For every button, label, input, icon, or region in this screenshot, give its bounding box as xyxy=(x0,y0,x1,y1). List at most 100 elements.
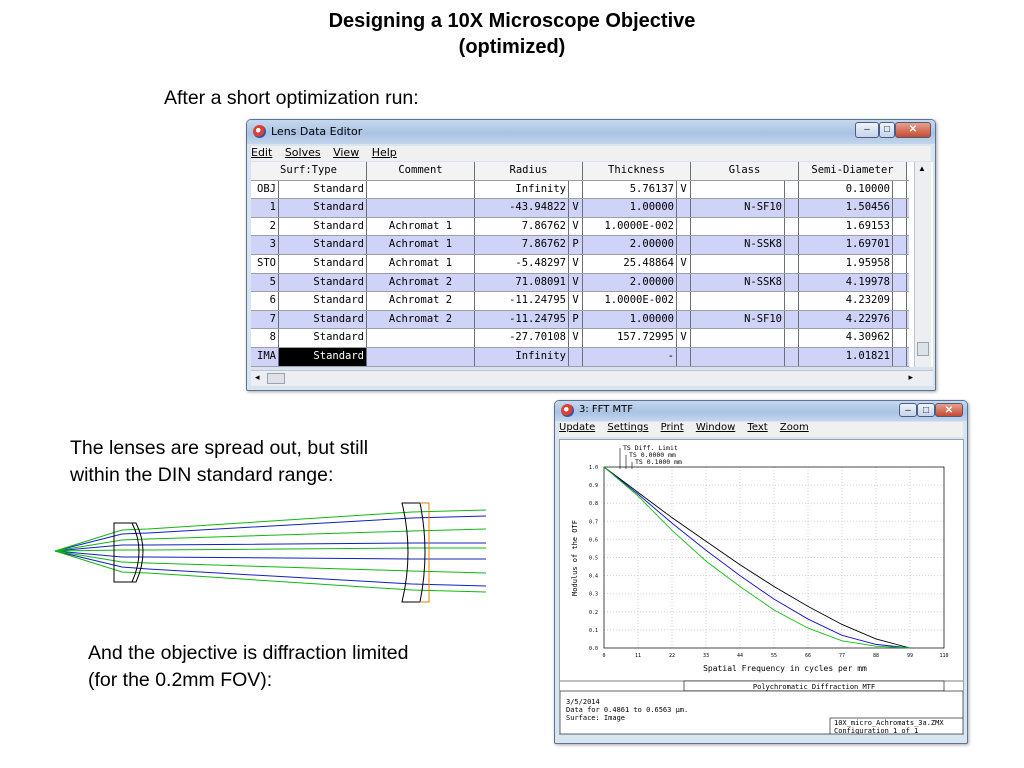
scroll-left-icon[interactable]: ◂ xyxy=(255,372,260,382)
maximize-button[interactable]: □ xyxy=(917,403,935,417)
col-header-semi-diameter[interactable]: Semi-Diameter xyxy=(799,162,907,180)
cell-semi-diameter[interactable]: 1.01821 xyxy=(799,348,893,366)
cell-glass-solve[interactable] xyxy=(785,236,799,254)
cell-comment[interactable]: Achromat 2 xyxy=(367,292,475,310)
lde-vertical-scrollbar[interactable]: ▲ xyxy=(914,162,931,367)
cell-glass[interactable]: N-SF10 xyxy=(691,310,785,329)
cell-thickness[interactable]: 5.76137 xyxy=(583,180,677,199)
cell-glass-solve[interactable] xyxy=(785,273,799,292)
cell-glass[interactable] xyxy=(691,292,785,310)
close-button[interactable]: ✕ xyxy=(895,122,931,138)
cell-glass[interactable] xyxy=(691,255,785,273)
cell-comment[interactable]: Achromat 1 xyxy=(367,255,475,273)
cell-semi-diameter[interactable]: 4.30962 xyxy=(799,329,893,347)
cell-glass[interactable] xyxy=(691,217,785,236)
cell-type[interactable]: Standard xyxy=(279,255,367,273)
col-header-surf-type[interactable]: Surf:Type xyxy=(251,162,367,180)
menu-solves[interactable]: Solves xyxy=(284,146,321,159)
col-header-comment[interactable]: Comment xyxy=(367,162,475,180)
cell-semi-diameter[interactable]: 1.69701 xyxy=(799,236,893,254)
cell-glass[interactable] xyxy=(691,329,785,347)
cell-semi-solve[interactable] xyxy=(893,236,907,254)
cell-radius-solve[interactable]: P xyxy=(569,236,583,254)
cell-semi-diameter[interactable]: 4.22976 xyxy=(799,310,893,329)
cell-radius[interactable]: -5.48297 xyxy=(475,255,569,273)
cell-radius-solve[interactable]: V xyxy=(569,273,583,292)
cell-thickness-solve[interactable] xyxy=(677,292,691,310)
cell-radius-solve[interactable]: V xyxy=(569,217,583,236)
cell-semi-diameter[interactable]: 4.23209 xyxy=(799,292,893,310)
cell-type[interactable]: Standard xyxy=(279,199,367,217)
cell-type[interactable]: Standard xyxy=(279,217,367,236)
cell-radius[interactable]: Infinity xyxy=(475,348,569,366)
cell-type[interactable]: Standard xyxy=(279,273,367,292)
cell-glass-solve[interactable] xyxy=(785,217,799,236)
cell-surface[interactable]: 8 xyxy=(251,329,279,347)
cell-semi-solve[interactable] xyxy=(893,180,907,199)
cell-radius[interactable]: 7.86762 xyxy=(475,236,569,254)
close-button[interactable]: ✕ xyxy=(935,403,963,417)
cell-thickness-solve[interactable] xyxy=(677,217,691,236)
col-header-thickness[interactable]: Thickness xyxy=(583,162,691,180)
cell-type[interactable]: Standard xyxy=(279,236,367,254)
cell-semi-solve[interactable] xyxy=(893,292,907,310)
mtf-title-bar[interactable]: 3: FFT MTF – □ ✕ xyxy=(555,401,967,421)
cell-thickness-solve[interactable]: V xyxy=(677,255,691,273)
cell-radius-solve[interactable]: V xyxy=(569,199,583,217)
cell-thickness-solve[interactable]: V xyxy=(677,329,691,347)
cell-radius[interactable]: -11.24795 xyxy=(475,310,569,329)
cell-semi-solve[interactable] xyxy=(893,329,907,347)
minimize-button[interactable]: – xyxy=(855,122,879,138)
cell-glass-solve[interactable] xyxy=(785,348,799,366)
cell-glass[interactable]: N-SSK8 xyxy=(691,273,785,292)
cell-surface[interactable]: 1 xyxy=(251,199,279,217)
cell-semi-solve[interactable] xyxy=(893,310,907,329)
cell-thickness[interactable]: 2.00000 xyxy=(583,236,677,254)
cell-radius[interactable]: -43.94822 xyxy=(475,199,569,217)
cell-comment[interactable] xyxy=(367,199,475,217)
cell-comment[interactable] xyxy=(367,329,475,347)
cell-surface[interactable]: IMA xyxy=(251,348,279,366)
cell-thickness[interactable]: 1.0000E-002 xyxy=(583,217,677,236)
menu-view[interactable]: View xyxy=(333,146,360,159)
cell-glass-solve[interactable] xyxy=(785,310,799,329)
menu-print[interactable]: Print xyxy=(660,422,684,433)
cell-radius[interactable]: -11.24795 xyxy=(475,292,569,310)
cell-semi-diameter[interactable]: 4.19978 xyxy=(799,273,893,292)
cell-type[interactable]: Standard xyxy=(279,348,367,366)
hscroll-thumb[interactable] xyxy=(267,373,285,384)
cell-radius[interactable]: 71.08091 xyxy=(475,273,569,292)
cell-semi-solve[interactable] xyxy=(893,217,907,236)
cell-type[interactable]: Standard xyxy=(279,310,367,329)
cell-thickness[interactable]: 1.00000 xyxy=(583,199,677,217)
cell-comment[interactable]: Achromat 2 xyxy=(367,310,475,329)
cell-thickness-solve[interactable] xyxy=(677,310,691,329)
scroll-up-icon[interactable]: ▲ xyxy=(918,164,926,173)
cell-thickness-solve[interactable]: V xyxy=(677,180,691,199)
cell-semi-solve[interactable] xyxy=(893,273,907,292)
cell-surface[interactable]: 5 xyxy=(251,273,279,292)
cell-radius[interactable]: 7.86762 xyxy=(475,217,569,236)
cell-comment[interactable] xyxy=(367,180,475,199)
cell-glass[interactable]: N-SF10 xyxy=(691,199,785,217)
cell-surface[interactable]: STO xyxy=(251,255,279,273)
cell-type[interactable]: Standard xyxy=(279,180,367,199)
cell-type[interactable]: Standard xyxy=(279,329,367,347)
cell-semi-diameter[interactable]: 1.69153 xyxy=(799,217,893,236)
cell-radius-solve[interactable]: V xyxy=(569,292,583,310)
cell-glass-solve[interactable] xyxy=(785,292,799,310)
cell-surface[interactable]: 2 xyxy=(251,217,279,236)
cell-surface[interactable]: 3 xyxy=(251,236,279,254)
col-header-glass[interactable]: Glass xyxy=(691,162,799,180)
menu-update[interactable]: Update xyxy=(559,422,596,433)
cell-radius-solve[interactable]: V xyxy=(569,255,583,273)
cell-semi-solve[interactable] xyxy=(893,348,907,366)
cell-comment[interactable]: Achromat 1 xyxy=(367,236,475,254)
menu-settings[interactable]: Settings xyxy=(607,422,649,433)
cell-comment[interactable]: Achromat 1 xyxy=(367,217,475,236)
cell-radius[interactable]: Infinity xyxy=(475,180,569,199)
menu-zoom[interactable]: Zoom xyxy=(779,422,809,433)
cell-glass-solve[interactable] xyxy=(785,199,799,217)
cell-thickness[interactable]: 157.72995 xyxy=(583,329,677,347)
cell-glass[interactable] xyxy=(691,348,785,366)
